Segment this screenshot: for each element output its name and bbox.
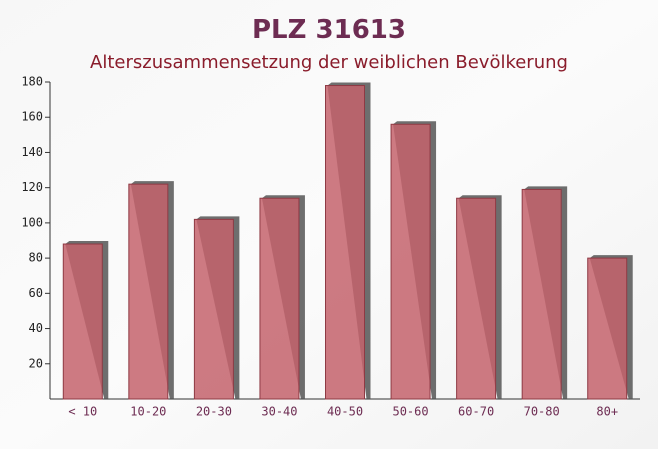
bar (259, 197, 300, 400)
bar (390, 123, 431, 400)
bar (62, 243, 103, 400)
x-tick-label: 80+ (596, 405, 618, 419)
x-tick-label: 30-40 (261, 405, 297, 419)
y-tick-label: 40 (29, 321, 43, 335)
y-tick-label: 140 (21, 145, 43, 159)
bar (325, 85, 365, 400)
bar (587, 257, 628, 400)
y-tick-label: 160 (21, 110, 43, 124)
bar (456, 197, 497, 400)
y-tick-label: 180 (21, 75, 43, 89)
chart-subtitle: Alterszusammensetzung der weiblichen Bev… (90, 52, 568, 73)
x-tick-label: 40-50 (327, 405, 363, 419)
bar (128, 183, 169, 400)
x-tick-label: 70-80 (524, 405, 560, 419)
bar (521, 188, 562, 400)
x-tick-label: < 10 (68, 405, 97, 419)
y-tick-label: 100 (21, 215, 43, 229)
y-tick-label: 20 (29, 356, 43, 370)
x-tick-label: 10-20 (130, 405, 166, 419)
y-tick-label: 80 (29, 251, 43, 265)
x-tick-label: 60-70 (458, 405, 494, 419)
chart-title: PLZ 31613 (252, 15, 406, 45)
x-tick-label: 20-30 (196, 405, 232, 419)
x-tick-label: 50-60 (392, 405, 428, 419)
y-tick-label: 60 (29, 286, 43, 300)
y-tick-label: 120 (21, 180, 43, 194)
bar (193, 218, 234, 400)
